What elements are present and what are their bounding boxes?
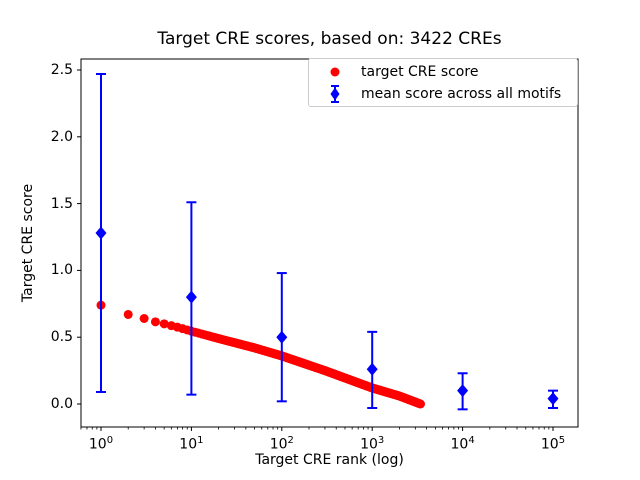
blue-mean-diamond — [185, 290, 197, 304]
legend-label: target CRE score — [361, 64, 479, 80]
legend-label: mean score across all motifs — [361, 86, 562, 102]
x-tick-label: 105 — [540, 435, 566, 453]
blue-mean-diamond — [95, 226, 107, 240]
red-data-point — [150, 317, 160, 327]
red-data-point — [415, 399, 425, 409]
legend-item-mean-score: mean score across all motifs — [309, 83, 577, 105]
x-tick-label: 100 — [88, 435, 114, 453]
blue-diamond-errorbar-marker-icon — [330, 85, 340, 103]
red-data-point — [123, 309, 133, 319]
y-tick-label: 0.0 — [50, 396, 73, 412]
x-tick-label: 104 — [450, 435, 475, 453]
red-data-point — [159, 319, 169, 329]
y-tick-label: 2.0 — [50, 128, 73, 145]
legend-item-target-cre-score: target CRE score — [309, 61, 577, 83]
chart-title: Target CRE scores, based on: 3422 CREs — [157, 29, 502, 49]
x-axis-label: Target CRE rank (log) — [255, 452, 404, 468]
legend: target CRE score mean score across all m… — [308, 58, 578, 107]
y-tick-label: 0.5 — [50, 329, 73, 346]
blue-mean-diamond — [366, 362, 378, 376]
x-tick-label: 101 — [179, 435, 204, 453]
x-tick-label: 102 — [269, 435, 294, 453]
red-circle-marker-icon — [330, 67, 340, 77]
x-tick-label: 103 — [360, 435, 385, 453]
blue-mean-diamond — [457, 384, 469, 398]
y-tick-label: 1.0 — [50, 262, 73, 279]
y-tick-label: 2.5 — [50, 62, 73, 78]
red-data-point — [139, 313, 149, 323]
blue-mean-diamond — [547, 392, 559, 406]
blue-mean-diamond — [276, 330, 288, 344]
y-tick-label: 1.5 — [50, 195, 73, 212]
